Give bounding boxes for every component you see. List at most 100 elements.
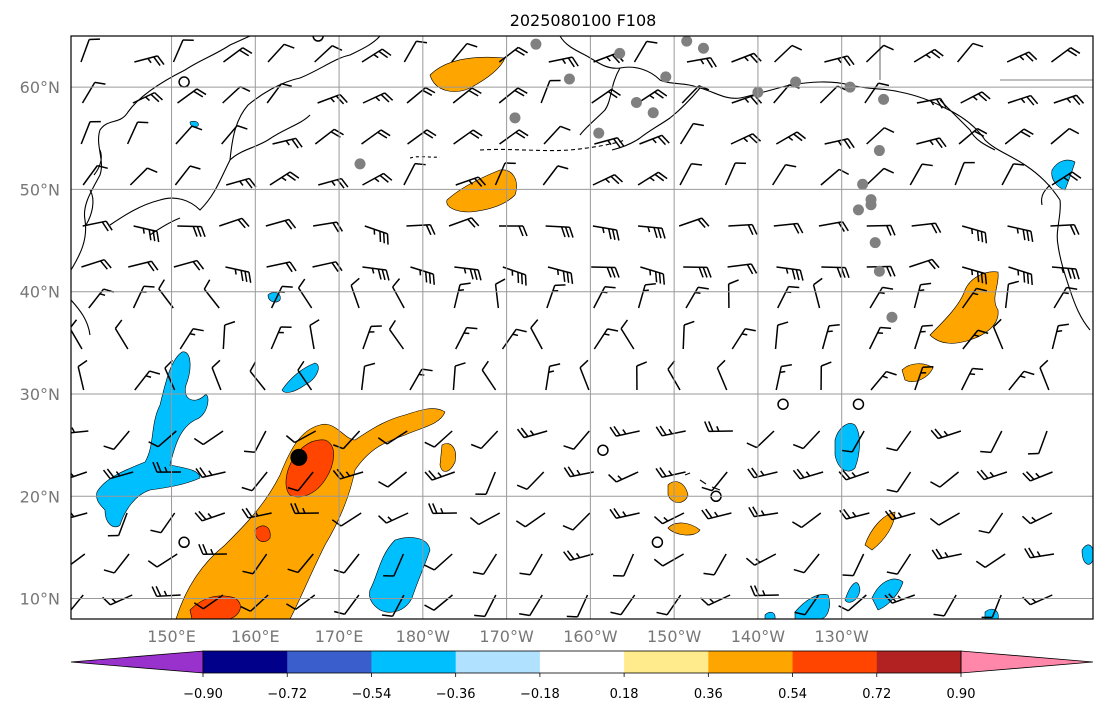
colorbar — [70, 650, 1094, 674]
wind-barb — [776, 266, 804, 281]
wind-barb — [682, 320, 695, 350]
black-marker — [290, 448, 308, 466]
wind-barb — [727, 263, 758, 275]
wind-barb — [591, 88, 621, 104]
wind-barb — [530, 319, 543, 350]
wind-barb — [655, 467, 686, 479]
wind-barb — [269, 171, 300, 186]
wind-barb — [1008, 266, 1033, 286]
wind-barb — [222, 320, 236, 350]
wind-barb — [406, 224, 436, 236]
station-dot — [660, 71, 672, 83]
wind-barb — [838, 469, 870, 481]
wind-barb — [114, 319, 129, 350]
wind-barb — [701, 471, 728, 492]
lat-label: 10°N — [20, 590, 60, 609]
station-dot — [647, 107, 659, 119]
wind-barb — [297, 360, 313, 391]
wind-barb — [1007, 225, 1034, 242]
wind-barb — [378, 471, 408, 488]
wind-barb — [620, 319, 635, 350]
lon-label: 130°W — [815, 627, 870, 646]
colorbar-segment — [708, 651, 794, 673]
longitude-labels: 150°E 160°E 170°E 180°W 170°W 160°W 150°W 140°W… — [147, 627, 869, 646]
wind-barb — [452, 362, 466, 391]
calm-circle — [178, 536, 190, 549]
wind-barb — [655, 425, 686, 437]
wind-barb — [129, 167, 158, 186]
wind-barb — [545, 225, 574, 238]
wind-barb — [547, 266, 574, 284]
station-dot — [857, 178, 869, 190]
wind-barb — [133, 225, 160, 243]
wind-barb — [824, 138, 855, 149]
wind-barb — [80, 38, 100, 63]
wind-barb — [593, 328, 619, 350]
colorbar-segment — [287, 651, 372, 673]
wind-barbs — [71, 38, 1085, 619]
wind-barb — [667, 360, 681, 391]
wind-barb — [700, 594, 731, 606]
colorbar-segment — [203, 651, 288, 673]
wind-barb — [975, 553, 1006, 568]
wind-barb — [287, 471, 314, 492]
station-dot — [509, 112, 521, 124]
wind-barb — [193, 430, 224, 446]
wind-barb — [679, 122, 704, 145]
wind-barb — [333, 594, 360, 615]
wind-barb — [1051, 47, 1081, 63]
wind-barb — [685, 286, 709, 309]
wind-barb — [424, 594, 453, 611]
wind-barb — [222, 86, 251, 104]
wind-barb — [656, 594, 682, 616]
wind-barb — [728, 223, 758, 235]
orange-region-hawaii — [667, 481, 701, 536]
wind-barb — [240, 594, 269, 612]
wind-barb — [266, 261, 297, 273]
wind-barb — [704, 421, 733, 433]
wind-barb — [540, 79, 561, 104]
wind-barb — [82, 220, 113, 232]
blue-region-small-w — [281, 362, 319, 393]
wind-barb — [929, 512, 960, 526]
blue-region-se-edge — [764, 544, 1093, 619]
wind-barb — [469, 512, 501, 526]
wind-barb — [177, 225, 206, 238]
lat-label: 40°N — [20, 283, 60, 302]
orange-region-se — [864, 511, 896, 551]
lon-label: 140°W — [731, 627, 786, 646]
wind-barb — [1007, 94, 1039, 106]
wind-barb — [364, 225, 389, 245]
wind-barb — [267, 43, 295, 63]
wind-barb — [909, 163, 933, 186]
wind-barb — [312, 261, 343, 272]
wind-barb — [958, 127, 988, 145]
calm-circle — [777, 398, 789, 410]
calm-circle — [651, 536, 664, 549]
wind-barb — [362, 325, 382, 350]
wind-barb — [475, 471, 496, 495]
wind-barb — [502, 266, 527, 286]
wind-barb — [134, 55, 165, 67]
calm-circle — [852, 398, 865, 410]
wind-barb — [223, 47, 253, 63]
wind-barb — [498, 46, 528, 63]
wind-barb — [592, 173, 624, 186]
station-dot — [563, 73, 575, 85]
wind-barb — [548, 56, 579, 68]
wind-barb — [609, 508, 640, 519]
wind-barb — [193, 594, 224, 610]
wind-barb — [194, 510, 226, 522]
wind-barb — [361, 48, 392, 63]
blue-region-west — [96, 351, 209, 528]
orange-region-aleutian — [446, 169, 517, 213]
lon-label: 160°W — [563, 627, 618, 646]
wind-barb — [424, 470, 456, 481]
calm-circle — [597, 444, 609, 456]
colorbar-extend-min — [70, 650, 204, 674]
wind-barb — [448, 217, 480, 228]
station-dot — [869, 237, 881, 249]
wind-barb — [152, 461, 181, 473]
lon-label: 160°E — [231, 627, 280, 646]
